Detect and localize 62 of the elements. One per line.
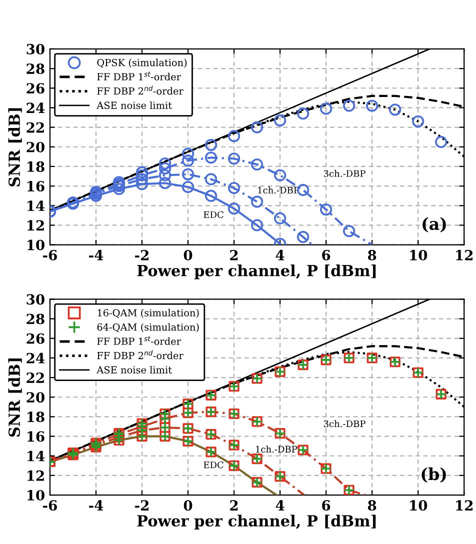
x-tick-label: 4: [276, 250, 284, 260]
y-tick-label: 12: [27, 470, 44, 481]
x-tick-label: -6: [43, 250, 57, 260]
x-tick-label: 10: [410, 500, 428, 511]
y-tick-label: 10: [27, 490, 44, 501]
y-tick-label: 10: [27, 240, 44, 250]
y-tick-label: 26: [26, 333, 44, 344]
y-tick-label: 14: [27, 450, 45, 462]
y-tick-label: 30: [26, 294, 44, 305]
y-tick-label: 16: [27, 431, 44, 442]
x-axis-title: Power per channel, P [dBm]: [137, 264, 376, 280]
x-tick-label: 2: [230, 250, 238, 260]
legend-label: 64-QAM (simulation): [97, 323, 199, 332]
y-tick-label: 20: [26, 142, 44, 152]
y-tick-label: 28: [26, 64, 44, 74]
y-tick-label: 28: [26, 314, 44, 324]
legend-label: ASE noise limit: [96, 366, 172, 374]
x-tick-label: -4: [89, 250, 104, 260]
annotation: 3ch.-DBP: [324, 170, 366, 177]
legend-label: FF DBP 2$^{nd}$-order: [97, 86, 184, 95]
y-tick-label: 12: [27, 220, 44, 230]
legend-label: FF DBP 1$^{st}$-order: [97, 72, 181, 80]
y-tick-label: 22: [26, 122, 44, 133]
x-tick-label: 12: [456, 250, 473, 260]
y-tick-label: 24: [26, 102, 45, 113]
y-tick-label: 18: [27, 161, 44, 172]
x-tick-label: -2: [135, 250, 148, 260]
x-tick-label: 2: [230, 500, 238, 510]
legend-label: FF DBP 2$^{nd}$-order: [97, 350, 184, 360]
annotation: 3ch.-DBP: [324, 420, 366, 428]
y-tick-label: 16: [27, 181, 44, 192]
y-tick-label: 22: [26, 372, 44, 383]
legend-label: FF DBP 1$^{st}$-order: [97, 336, 181, 345]
annotation: EDC: [204, 461, 224, 468]
x-tick-label: -4: [89, 500, 104, 510]
y-axis-title: SNR [dB]: [8, 358, 22, 437]
legend-label: 16-QAM (simulation): [98, 308, 199, 318]
x-tick-label: 0: [184, 250, 192, 260]
legend-label: QPSK (simulation): [97, 58, 187, 68]
annotation: (b): [422, 467, 446, 483]
x-tick-label: 8: [368, 250, 376, 260]
y-tick-label: 14: [27, 200, 45, 211]
x-tick-label: 0: [184, 500, 192, 511]
y-tick-label: 20: [26, 392, 44, 403]
y-axis-title: SNR [dB]: [8, 108, 22, 186]
y-tick-label: 24: [26, 352, 45, 364]
x-tick-label: 6: [322, 500, 330, 511]
x-tick-label: -6: [43, 500, 57, 511]
x-tick-label: 6: [322, 250, 330, 260]
annotation: EDC: [204, 211, 224, 218]
annotation: 1ch.-DBP: [256, 446, 298, 453]
annotation: (a): [422, 217, 446, 232]
y-tick-label: 26: [26, 83, 44, 94]
x-axis-title: Power per channel, P [dBm]: [137, 514, 376, 530]
x-tick-label: 12: [456, 500, 473, 510]
x-tick-label: -2: [135, 500, 148, 510]
x-tick-label: 10: [410, 250, 428, 260]
x-tick-label: 8: [368, 500, 376, 511]
legend-label: ASE noise limit: [96, 101, 172, 110]
y-tick-label: 30: [26, 44, 44, 54]
x-tick-label: 4: [276, 500, 284, 510]
y-tick-label: 18: [27, 412, 44, 422]
